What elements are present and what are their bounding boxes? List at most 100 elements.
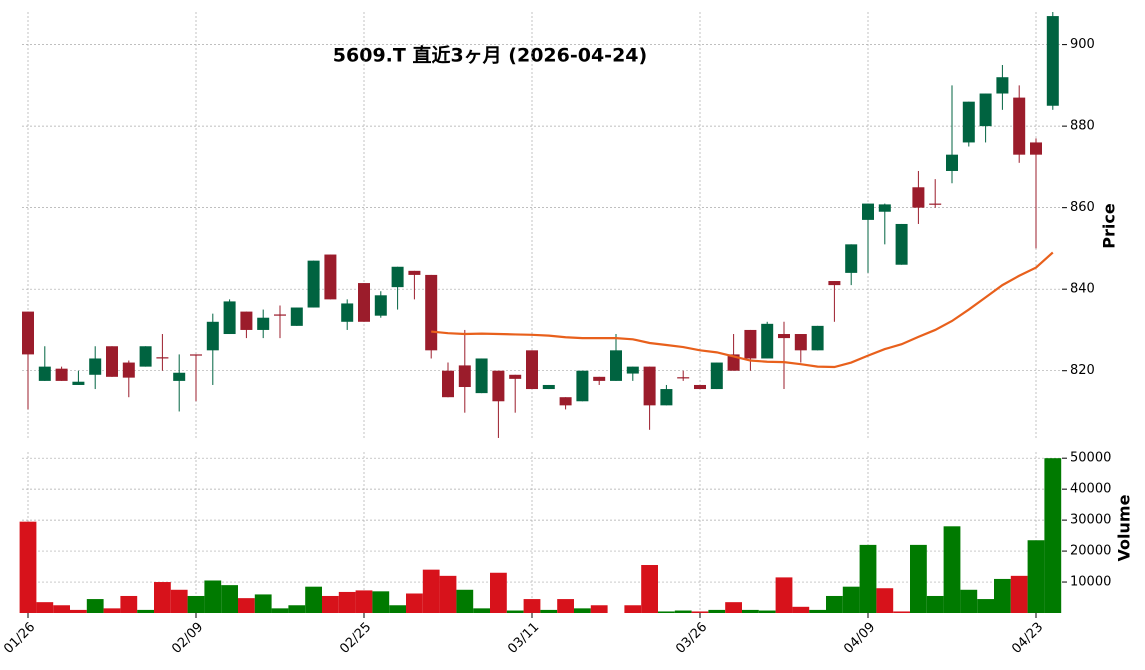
candle-body (895, 223, 908, 265)
candle-body (677, 377, 690, 379)
x-tick-label: 04/23 (1009, 620, 1046, 657)
candle-body (878, 204, 891, 212)
candle-body (1030, 142, 1042, 155)
x-tick-label: 02/09 (169, 620, 206, 657)
candle-body (274, 314, 286, 316)
volume-bar (557, 599, 574, 613)
volume-bar (708, 609, 726, 613)
volume-bar (456, 589, 474, 613)
candle-body (828, 281, 841, 286)
volume-bar (758, 610, 776, 613)
candle-body (862, 203, 874, 220)
candle-body (727, 354, 740, 371)
candle-body (475, 358, 488, 394)
candle-body (761, 323, 774, 359)
y2-axis-label: Volume (1115, 494, 1134, 561)
y-tick-label: 880 (1070, 119, 1095, 134)
volume-bar (473, 608, 490, 613)
x-tick-label: 02/25 (337, 620, 374, 657)
candle-body (72, 381, 85, 385)
volume-bar (187, 595, 205, 613)
volume-bar (523, 599, 541, 613)
candle-body (542, 384, 555, 390)
candle-body (593, 376, 606, 381)
candle-body (358, 283, 370, 322)
volume-bar (1010, 575, 1028, 613)
candle-body (89, 358, 102, 375)
volume-bar (540, 609, 558, 613)
candle-body (526, 350, 538, 390)
volume-bar (305, 586, 322, 613)
volume-bar (809, 609, 826, 613)
candle-body (1046, 16, 1059, 106)
y2-tick-label: 50000 (1070, 451, 1111, 466)
volume-bar (910, 544, 927, 613)
y-tick-label: 840 (1070, 282, 1095, 297)
volume-bar (422, 569, 440, 613)
volume-bar (271, 608, 289, 613)
candle-body (341, 303, 354, 322)
volume-bar (70, 609, 87, 613)
y2-tick-label: 20000 (1070, 544, 1111, 559)
volume-bar (36, 602, 54, 613)
volume-bar (288, 605, 306, 613)
volume-bar (1044, 458, 1062, 613)
y-tick-label: 900 (1070, 37, 1095, 52)
candle-body (912, 187, 925, 208)
volume-bar (389, 605, 406, 613)
candle-body (710, 362, 723, 390)
y-axis-label: Price (1100, 203, 1119, 249)
volume-bar (86, 599, 104, 613)
volume-bar (792, 606, 810, 613)
y-tick-label: 820 (1070, 363, 1095, 378)
candle-body (794, 334, 807, 351)
candle-body (139, 346, 152, 367)
candle-body (173, 372, 186, 381)
volume-bar (624, 605, 642, 613)
candle-body (458, 365, 471, 388)
x-tick-label: 01/26 (1, 620, 38, 657)
candle-body (845, 244, 858, 273)
candle-body (55, 368, 68, 381)
candle-body (996, 77, 1009, 94)
volume-bar (439, 575, 457, 613)
candle-body (643, 366, 656, 406)
volume-bar (893, 611, 910, 613)
candle-body (240, 311, 253, 330)
volume-bar (355, 590, 373, 613)
volume-bar (742, 609, 759, 613)
candle-body (962, 101, 975, 143)
y2-tick-label: 30000 (1070, 513, 1111, 528)
candle-body (391, 266, 404, 288)
y2-tick-label: 10000 (1070, 575, 1111, 590)
candle-body (946, 154, 958, 171)
candle-body (1013, 97, 1026, 155)
volume-bar (1027, 540, 1045, 613)
volume-bar (254, 594, 272, 613)
candle-body (307, 260, 320, 308)
volume-bar (19, 521, 37, 613)
volume-bar (338, 591, 356, 613)
candle-body (811, 325, 824, 351)
moving-average-line (431, 251, 1054, 369)
volume-bar (204, 580, 222, 613)
candle-body (190, 354, 202, 356)
candle-body (38, 366, 51, 381)
volume-bar (842, 586, 860, 613)
candle-body (425, 274, 438, 351)
x-tick-label: 04/09 (841, 620, 878, 657)
volume-bar (775, 577, 793, 613)
volume-bar (994, 578, 1011, 613)
volume-bar (943, 526, 961, 613)
candle-body (744, 329, 757, 359)
candle-body (106, 346, 118, 377)
candle-body (979, 93, 992, 127)
candle-body (559, 397, 572, 406)
y-tick-label: 860 (1070, 200, 1095, 215)
candle-body (778, 334, 790, 339)
volume-bar (641, 565, 658, 613)
candle-body (22, 311, 34, 355)
candle-body (223, 301, 236, 335)
volume-bar (322, 595, 339, 613)
